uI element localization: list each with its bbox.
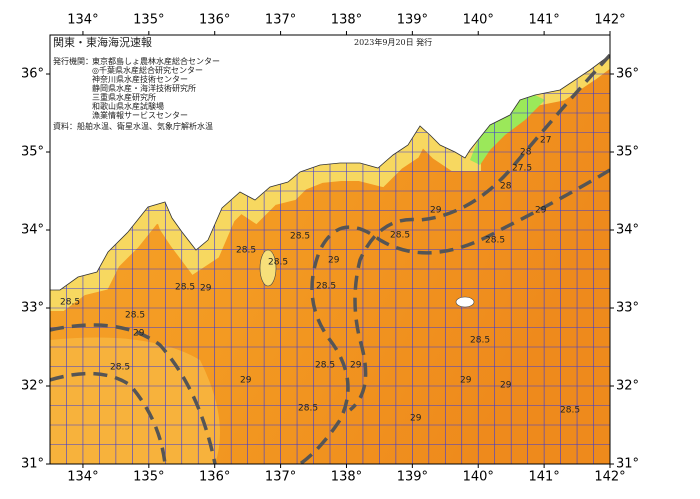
- x-tick-label: 141°: [528, 470, 559, 485]
- x-tick-label: 140°: [463, 470, 494, 485]
- isotherms: [50, 53, 610, 464]
- issuer: 静岡県水産・海洋技術研究所: [92, 83, 196, 93]
- contour-label: 29: [240, 376, 252, 386]
- issuer: 三重県水産研究所: [92, 92, 156, 102]
- contour-label: 28.5: [560, 406, 580, 416]
- island: [259, 249, 277, 287]
- contour-label: 28: [500, 182, 512, 192]
- x-tick-label: 139°: [397, 470, 428, 485]
- contour-label: 28.5: [236, 246, 256, 256]
- contour-label: 29: [430, 206, 442, 216]
- contour-label: 29: [535, 206, 547, 216]
- y-tick-label: 36°: [21, 67, 44, 82]
- issuer-label: 発行機関：: [53, 56, 93, 66]
- y-tick-label: 35°: [21, 145, 44, 160]
- contour-label: 29: [460, 376, 472, 386]
- issuer-list: 東京都島しょ農林水産総合センター◎千葉県水産総合研究センター神奈川県水産技術セン…: [92, 56, 220, 120]
- issue-date: 2023年9月20日 発行: [354, 37, 432, 47]
- contour-label: 28.5: [390, 231, 410, 241]
- land: [50, 35, 610, 291]
- y-tick-label: 33°: [616, 301, 639, 316]
- contour-label: 28.5: [175, 283, 195, 293]
- issuer: 漁業情報サービスセンター: [92, 110, 188, 120]
- axes: 134° 134° 135° 135° 136° 136° 137° 137° 138° 138°…: [21, 13, 639, 485]
- x-tick-label: 135°: [133, 470, 164, 485]
- contour-label: 27: [540, 136, 551, 146]
- y-tick-label: 33°: [21, 301, 44, 316]
- contour-labels: 28.528.52928.528.52928.528.52928.52827.5…: [60, 136, 580, 424]
- contour-label: 28.5: [110, 363, 130, 373]
- x-tick-label: 138°: [331, 470, 362, 485]
- y-tick-label: 31°: [616, 457, 639, 472]
- source: 資料：船舶水温、衛星水温、気象庁解析水温: [53, 121, 213, 131]
- x-tick-label: 138°: [331, 13, 362, 28]
- x-tick-label: 136°: [199, 470, 230, 485]
- frame: [49, 34, 611, 465]
- issuer: 神奈川県水産技術センター: [92, 74, 188, 84]
- x-tick-label: 137°: [265, 13, 296, 28]
- map-area: [50, 35, 610, 464]
- x-tick-label: 137°: [265, 470, 296, 485]
- contour-label: 29: [410, 414, 422, 424]
- x-tick-label: 142°: [594, 470, 625, 485]
- x-tick-label: 141°: [528, 13, 559, 28]
- issuer: 東京都島しょ農林水産総合センター: [92, 56, 220, 66]
- x-tick-label: 140°: [463, 13, 494, 28]
- title: 関東・東海海況速報: [53, 35, 152, 49]
- contour-label: 28.5: [316, 282, 336, 292]
- contour-label: 28.5: [125, 311, 145, 321]
- x-tick-label: 135°: [133, 13, 164, 28]
- y-tick-label: 34°: [21, 223, 44, 238]
- y-tick-label: 32°: [616, 379, 639, 394]
- x-tick-label: 136°: [199, 13, 230, 28]
- contour-label: 29: [200, 284, 212, 294]
- y-tick-label: 32°: [21, 379, 44, 394]
- x-tick-label: 134°: [67, 13, 98, 28]
- contour-label: 28.5: [315, 361, 335, 371]
- x-tick-label: 139°: [397, 13, 428, 28]
- contour-label: 28.5: [268, 258, 288, 268]
- contour-label: 29: [328, 256, 340, 266]
- contour-label: 29: [350, 361, 362, 371]
- issuer: 和歌山県水産試験場: [92, 101, 164, 111]
- contour-label: 28.5: [298, 404, 318, 414]
- contour-label: 28.5: [290, 232, 310, 242]
- contour-label: 28: [520, 148, 532, 158]
- y-tick-label: 31°: [21, 457, 44, 472]
- issuer: ◎千葉県水産総合研究センター: [92, 65, 203, 75]
- y-tick-label: 34°: [616, 223, 639, 238]
- contour-label: 28.5: [470, 336, 490, 346]
- x-tick-label: 142°: [594, 13, 625, 28]
- contour-label: 29: [500, 381, 512, 391]
- contour-label: 29: [133, 329, 145, 339]
- contour-label: 27.5: [512, 164, 532, 174]
- y-tick-label: 35°: [616, 145, 639, 160]
- contour-label: 28.5: [60, 298, 80, 308]
- cool-water: [470, 95, 545, 165]
- y-tick-label: 36°: [616, 67, 639, 82]
- island: [455, 296, 475, 308]
- contour-label: 28.5: [485, 236, 505, 246]
- x-tick-label: 134°: [67, 470, 98, 485]
